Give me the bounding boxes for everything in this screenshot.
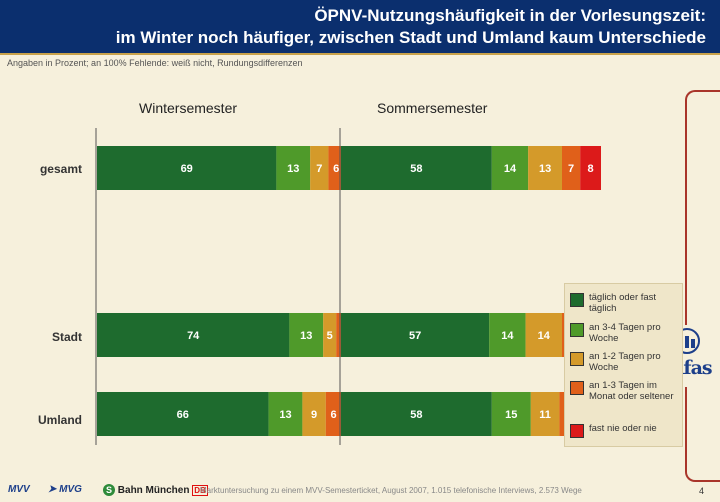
mvv-logo: MVV [8,484,30,495]
bar-segment [268,392,303,436]
row-label-gesamt: gesamt [39,162,82,176]
data-note: Angaben in Prozent; an 100% Fehlende: we… [7,58,303,68]
bar-segment [97,392,269,436]
title-line-1: ÖPNV-Nutzungshäufigkeit in der Vorlesung… [314,6,706,25]
bar-segment [276,146,311,190]
bar-segment [489,313,526,357]
legend-label: an 1-3 Tagen im Monat oder seltener [589,380,674,402]
legend-label: täglich oder fast täglich [589,292,657,314]
bar-segment [302,392,326,436]
legend-item: an 1-2 Tagen pro Woche [570,351,675,373]
sbahn-logo: S Bahn München DB [103,484,208,496]
bar-segment [580,146,601,190]
legend-label: an 3-4 Tagen pro Woche [589,322,661,344]
bar-data-label: 14 [504,163,517,175]
bar-data-label: 13 [539,163,551,175]
legend-swatch [570,352,584,366]
bar-segment [341,146,492,190]
bar-segment [525,313,562,357]
bar-segment [97,313,290,357]
row-label-umland: Umland [37,413,82,427]
bar-data-label: 7 [316,163,322,175]
footer: MVV ➤ MVG S Bahn München DB Marktuntersu… [0,477,720,502]
bar-data-label: 14 [501,330,514,342]
legend-swatch [570,323,584,337]
mvg-logo: ➤ MVG [48,484,82,495]
bar-segment [341,313,490,357]
legend-label: an 1-2 Tagen pro Woche [589,351,661,373]
bar-data-label: 66 [177,409,189,421]
bar-segment [491,392,531,436]
bar-data-label: 69 [181,163,193,175]
bar-data-label: 58 [410,409,422,421]
title-bar: ÖPNV-Nutzungshäufigkeit in der Vorlesung… [0,0,720,55]
bar-segment [341,392,492,436]
bar-segment [97,146,277,190]
bar-data-label: 13 [287,163,299,175]
bar-data-label: 58 [410,163,422,175]
sbahn-icon: S [103,484,115,496]
bar-segment [562,146,581,190]
bar-data-label: 11 [539,409,551,421]
bar-segment [289,313,324,357]
legend-item: täglich oder fast täglich [570,292,675,314]
bar-data-label: 15 [505,409,517,421]
decorative-bracket [685,90,720,482]
bar-data-label: 8 [588,163,594,175]
bar-segment [323,313,337,357]
row-label-stadt: Stadt [52,330,82,344]
page-number: 4 [698,486,704,496]
legend-swatch [570,381,584,395]
db-logo: DB [192,485,208,496]
bar-data-label: 9 [311,409,317,421]
bar-data-label: 6 [331,409,337,421]
legend-item: fast nie oder nie [570,423,675,438]
legend-item: an 3-4 Tagen pro Woche [570,322,675,344]
bar-data-label: 6 [333,163,339,175]
bar-segment [530,392,560,436]
legend-label: fast nie oder nie [589,423,657,434]
legend: täglich oder fast täglich an 3-4 Tagen p… [564,283,683,447]
bar-data-label: 14 [538,330,551,342]
footer-source-note: Marktuntersuchung zu einem MVV-Semestert… [200,486,582,495]
panel-title-winter: Wintersemester [139,100,238,116]
bar-data-label: 5 [327,330,333,342]
bar-data-label: 74 [187,330,200,342]
bar-segment [325,392,342,436]
legend-swatch [570,424,584,438]
bar-segment [491,146,529,190]
bar-segment [310,146,329,190]
mvg-mark-icon: ➤ [48,484,57,495]
legend-swatch [570,293,584,307]
sbahn-logo-text: Bahn München [117,485,190,496]
legend-item: an 1-3 Tagen im Monat oder seltener [570,380,675,402]
bar-data-label: 57 [409,330,421,342]
bar-data-label: 13 [300,330,312,342]
bar-data-label: 7 [568,163,574,175]
bar-segment [528,146,562,190]
panel-title-summer: Sommersemester [377,100,488,116]
mvg-logo-text: MVG [59,484,82,495]
title-line-2: im Winter noch häufiger, zwischen Stadt … [115,28,706,47]
bar-data-label: 13 [279,409,291,421]
